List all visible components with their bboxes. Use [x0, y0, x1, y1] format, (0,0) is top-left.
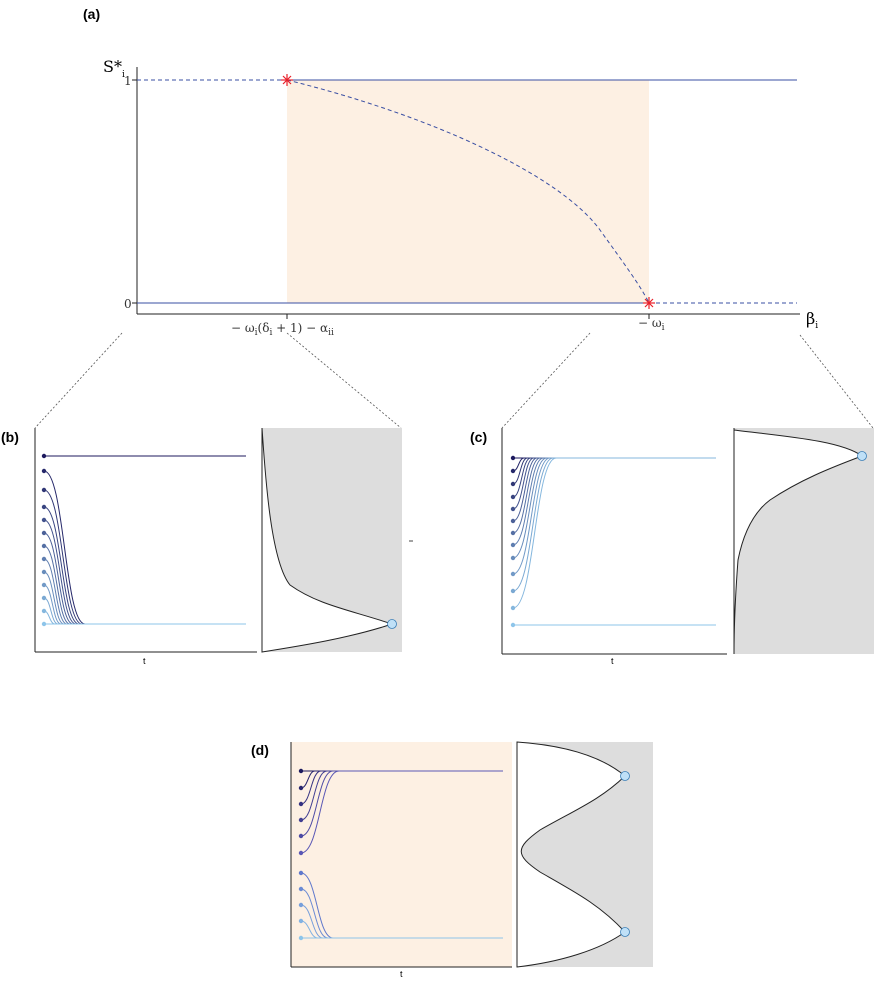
- bifurcation-marker-lower: [643, 297, 655, 309]
- bistable-region: [287, 80, 649, 303]
- bifurcation-marker-upper: [281, 74, 293, 86]
- trajectory-b-12-start: [41, 621, 47, 627]
- trajectory-c-4: [512, 457, 716, 510]
- trajectory-d-up-2-start: [298, 801, 304, 807]
- panel-b-trajectories: [41, 453, 246, 627]
- panel-a-label: (a): [83, 6, 100, 22]
- trajectory-c-3: [512, 457, 716, 498]
- panel-c-trajectories: [510, 455, 716, 628]
- trajectory-d-down-0-start: [298, 870, 304, 876]
- trajectory-c-1-start: [510, 468, 516, 474]
- panel-d-trajectories: [298, 768, 503, 941]
- xtick-label-right: − ωi: [638, 316, 665, 333]
- trajectory-d-up-3-start: [298, 817, 304, 823]
- panel-d-label: (d): [251, 742, 269, 758]
- trajectory-b-11-start: [41, 608, 47, 614]
- trajectory-d-up-5: [300, 770, 503, 854]
- trajectory-c-2: [512, 457, 716, 485]
- trajectory-c-3-start: [510, 494, 516, 500]
- trajectory-c-10-start: [510, 588, 516, 594]
- trajectory-b-2-start: [41, 487, 47, 493]
- panel-b-density-curve: [261, 427, 394, 653]
- trajectory-b-5-start: [41, 530, 47, 536]
- trajectory-b-7-start: [41, 556, 47, 562]
- panel-d-density-curve: [516, 741, 626, 968]
- trajectory-d-down-3-start: [298, 918, 304, 924]
- trajectory-d-up-5-start: [298, 850, 304, 856]
- trajectory-d-down-4-start: [298, 935, 304, 941]
- panel-b-xlabel: t: [143, 656, 146, 666]
- panel-c-xlabel: t: [611, 656, 614, 666]
- panel-b-mode-marker: [387, 619, 397, 629]
- trajectory-c-2-start: [510, 481, 516, 487]
- trajectory-c-12-start: [510, 622, 516, 628]
- trajectory-c-6: [512, 457, 716, 534]
- trajectory-b-1-start: [41, 468, 47, 474]
- panel-d-mode-marker-lower: [620, 927, 630, 937]
- trajectory-c-7: [512, 457, 716, 546]
- trajectory-c-5: [512, 457, 716, 522]
- trajectory-c-8: [512, 457, 716, 559]
- ytick-label-1: 1: [124, 74, 132, 88]
- trajectory-b-0-start: [41, 453, 47, 459]
- trajectory-b-11: [43, 610, 246, 625]
- branch-interior-unstable: [286, 79, 650, 304]
- trajectory-d-up-4-start: [298, 833, 304, 839]
- panel-b-label: (b): [1, 429, 19, 445]
- trajectory-c-9: [512, 457, 716, 575]
- trajectory-b-6-start: [41, 543, 47, 549]
- trajectory-b-9-start: [41, 582, 47, 588]
- trajectory-b-3-start: [41, 504, 47, 510]
- trajectory-b-1: [43, 470, 246, 625]
- trajectory-d-down-1-start: [298, 886, 304, 892]
- trajectory-c-11-start: [510, 605, 516, 611]
- trajectory-c-11: [512, 457, 716, 609]
- trajectory-c-0-start: [510, 455, 516, 461]
- trajectory-d-up-4: [300, 770, 503, 837]
- panel-d-mode-marker-upper: [620, 771, 630, 781]
- xtick-label-left: − ωi(δi + 1) − αii: [231, 321, 334, 338]
- trajectory-c-6-start: [510, 530, 516, 536]
- trajectory-b-4: [43, 519, 246, 625]
- panel-d-xlabel: t: [400, 969, 403, 979]
- trajectory-b-6: [43, 545, 246, 625]
- trajectory-c-5-start: [510, 518, 516, 524]
- y-axis-label: S*i: [103, 57, 125, 80]
- trajectory-b-10-start: [41, 595, 47, 601]
- trajectory-b-2: [43, 489, 246, 625]
- trajectory-d-up-3: [300, 770, 503, 821]
- trajectory-b-8-start: [41, 569, 47, 575]
- zoom-connectors: [34, 332, 874, 429]
- trajectory-d-up-1-start: [298, 785, 304, 791]
- panel-d-bistable-bg: [291, 742, 512, 967]
- panel-c-label: (c): [470, 429, 487, 445]
- panel-c-density-curve: [733, 428, 864, 655]
- trajectory-d-up-2: [300, 770, 503, 805]
- trajectory-b-5: [43, 532, 246, 625]
- trajectory-c-7-start: [510, 542, 516, 548]
- x-axis-label: βi: [806, 309, 818, 331]
- ytick-label-0: 0: [124, 297, 132, 311]
- trajectory-d-up-0-start: [298, 768, 304, 774]
- trajectory-b-4-start: [41, 517, 47, 523]
- panel-c-mode-marker: [857, 451, 867, 461]
- trajectory-c-10: [512, 457, 716, 592]
- trajectory-b-3: [43, 506, 246, 625]
- trajectory-c-9-start: [510, 571, 516, 577]
- trajectory-d-down-2-start: [298, 902, 304, 908]
- trajectory-c-8-start: [510, 555, 516, 561]
- trajectory-c-4-start: [510, 506, 516, 512]
